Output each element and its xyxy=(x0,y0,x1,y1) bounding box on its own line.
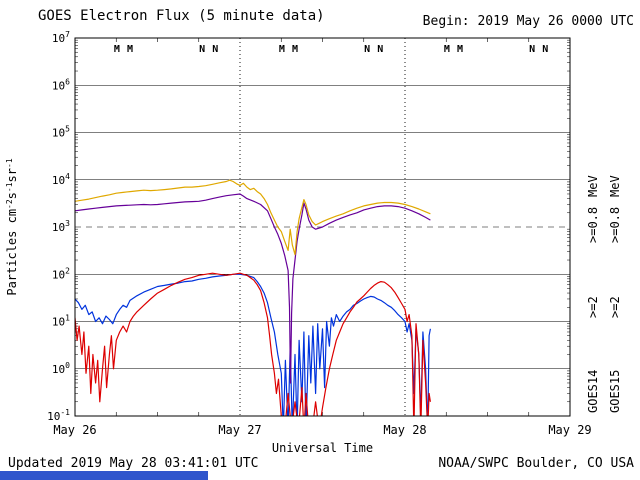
credit-label: NOAA/SWPC Boulder, CO USA xyxy=(438,456,634,471)
plot-border xyxy=(74,37,571,417)
satellite-noon-marker: N xyxy=(212,44,218,55)
x-axis-title: Universal Time xyxy=(272,441,373,455)
bottom-blue-bar xyxy=(0,471,208,480)
series-goes14-gte0p8mev xyxy=(75,193,431,384)
updated-timestamp: Updated 2019 May 28 03:41:01 UTC xyxy=(8,456,259,471)
right-legend-label: MeV xyxy=(608,175,622,197)
series-goes15-gte0p8mev xyxy=(75,179,431,256)
satellite-noon-marker: N xyxy=(529,44,535,55)
series-goes14-gte2mev xyxy=(75,273,431,416)
right-legend-label: GOES15 xyxy=(608,370,622,413)
series-goes15-gte2mev xyxy=(75,272,431,416)
satellite-noon-marker: N xyxy=(199,44,205,55)
y-tick-label: 102 xyxy=(52,266,70,281)
y-tick-label: 103 xyxy=(52,219,70,234)
y-tick-label: 105 xyxy=(52,125,70,140)
y-tick-label: 100 xyxy=(52,361,70,376)
footer: Updated 2019 May 28 03:41:01 UTC NOAA/SW… xyxy=(8,456,634,471)
y-tick-label: 101 xyxy=(52,314,70,329)
y-tick-label: 106 xyxy=(52,77,70,92)
satellite-midnight-marker: M xyxy=(292,44,298,55)
right-legend-label: MeV xyxy=(586,175,600,197)
y-axis-title: Particles cm-2s-1sr-1 xyxy=(5,158,19,295)
x-tick-label: May 26 xyxy=(53,423,96,437)
begin-time-label: Begin: 2019 May 26 0000 UTC xyxy=(422,14,634,29)
right-legend-label: >=0.8 xyxy=(586,207,600,243)
y-tick-label: 10-1 xyxy=(47,408,70,423)
right-legend-label: >=0.8 xyxy=(608,207,622,243)
right-legend-label: GOES14 xyxy=(586,370,600,413)
chart-title: GOES Electron Flux (5 minute data) xyxy=(38,8,325,24)
satellite-noon-marker: N xyxy=(377,44,383,55)
satellite-midnight-marker: M xyxy=(114,44,120,55)
satellite-midnight-marker: M xyxy=(457,44,463,55)
satellite-midnight-marker: M xyxy=(279,44,285,55)
x-tick-label: May 28 xyxy=(383,423,426,437)
y-tick-label: 107 xyxy=(52,30,70,45)
x-tick-label: May 29 xyxy=(548,423,591,437)
right-legend-label: >=2 xyxy=(608,296,622,318)
satellite-midnight-marker: M xyxy=(127,44,133,55)
satellite-noon-marker: N xyxy=(542,44,548,55)
x-tick-label: May 27 xyxy=(218,423,261,437)
satellite-noon-marker: N xyxy=(364,44,370,55)
satellite-midnight-marker: M xyxy=(444,44,450,55)
right-legend-label: >=2 xyxy=(586,296,600,318)
y-tick-label: 104 xyxy=(52,172,70,187)
